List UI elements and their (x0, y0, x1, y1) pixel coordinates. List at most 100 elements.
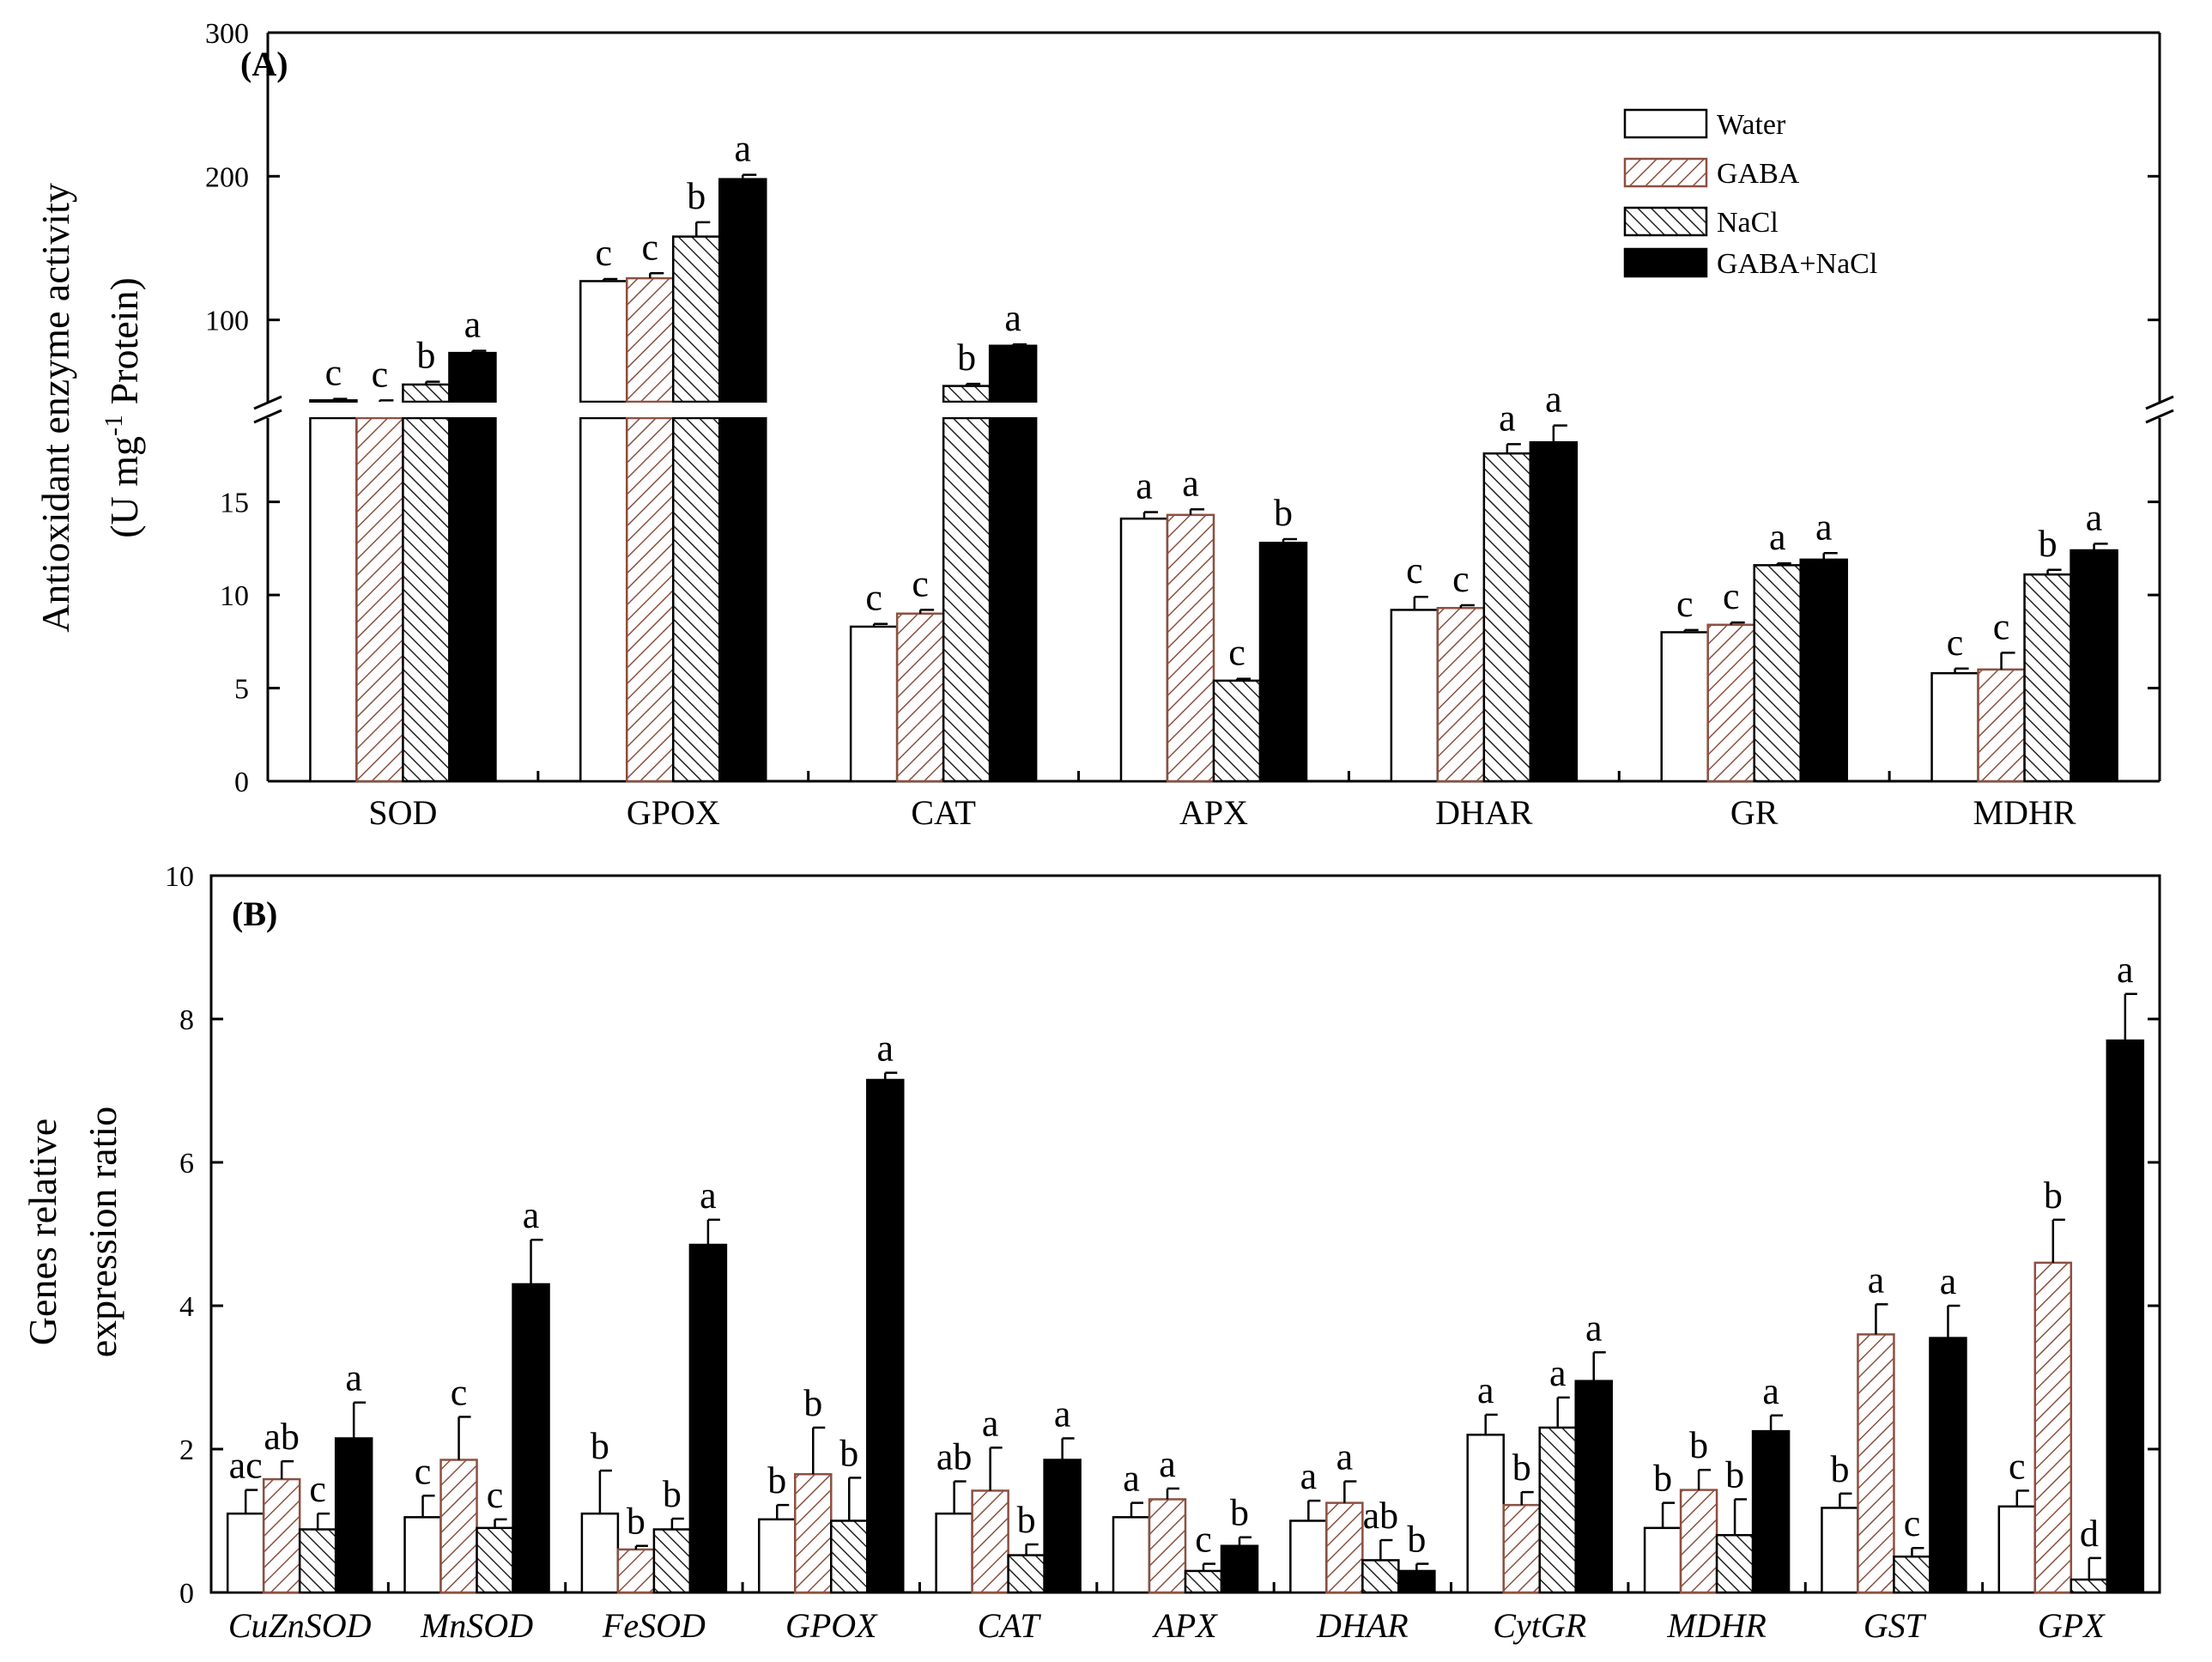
sig-letter-b: a (1549, 1352, 1567, 1394)
panel-b-category-gpox: GPOX (785, 1606, 878, 1645)
sig-letter-a: a (1004, 297, 1021, 339)
axis-break-right (2145, 395, 2174, 424)
bar-a-gr-gaba-nacl (1799, 558, 1848, 783)
bar-a-gpox-water (579, 280, 628, 403)
bar-b-cuznsod-gaba-nacl (334, 1437, 373, 1594)
bar-a-cat-gaba-nacl (988, 344, 1038, 403)
bar-a-cat-gaba (895, 612, 945, 783)
sig-letter-a: b (2039, 523, 2057, 565)
bar-b-cuznsod-nacl (298, 1528, 337, 1594)
panel-b-ylabel-line2: expression ratio (81, 1107, 124, 1358)
sig-letter-a: b (687, 175, 706, 217)
sig-letter-b: a (1940, 1260, 1957, 1302)
legend-label-gaba: GABA (1717, 158, 1800, 190)
panel-b-category-cytgr: CytGR (1493, 1606, 1586, 1645)
bar-a-break-gap (672, 403, 721, 417)
sig-letter-a: c (912, 562, 929, 604)
sig-letter-b: c (1195, 1519, 1212, 1561)
sig-letter-a: b (416, 335, 435, 377)
bar-a-gpox-gaba-nacl-lower (718, 416, 767, 783)
panel-a-category-dhar: DHAR (1435, 793, 1533, 832)
panel-b-y-ticks: 0 2 4 6 8 10 (165, 861, 2160, 1610)
legend: Water GABA NaCl GABA+NaCl (1623, 108, 1877, 280)
bar-a-sod-gaba-lower (355, 416, 404, 783)
bar-a-sod-nacl-lower (402, 416, 451, 783)
bar-a-gpox-gaba-nacl (718, 178, 767, 403)
panel-b-category-apx: APX (1151, 1606, 1218, 1645)
bar-b-apx-gaba (1148, 1498, 1187, 1594)
sig-letter-b: b (767, 1459, 786, 1501)
panel-b-category-dhar: DHAR (1316, 1606, 1409, 1645)
bar-b-gpx-gaba (2033, 1261, 2073, 1594)
bar-a-gr-nacl (1753, 564, 1802, 783)
bar-b-apx-nacl (1184, 1569, 1223, 1594)
bar-a-dhar-nacl (1482, 452, 1532, 783)
bar-a-break-gap (402, 403, 451, 417)
bar-a-gpox-nacl (672, 235, 721, 403)
panel-a-ylabel-line2: (U mg-1 Protein) (100, 277, 146, 538)
bar-b-apx-gaba-nacl (1220, 1544, 1259, 1594)
bar-b-mnsod-water (403, 1516, 442, 1594)
bar-a-mdhr-gaba (1977, 668, 2026, 783)
panel-a-ytick-label: 10 (220, 580, 249, 612)
sig-letter-b: a (1336, 1436, 1354, 1478)
bar-a-apx-gaba (1166, 513, 1215, 783)
bar-a-sod-gaba-nacl (448, 351, 497, 403)
bar-a-break-gap (309, 403, 358, 417)
panel-b-ytick-label: 8 (179, 1004, 194, 1036)
sig-letter-b: b (1230, 1492, 1249, 1534)
bar-a-mdhr-water (1930, 671, 1979, 783)
bar-a-gpox-water-lower (579, 416, 628, 783)
bar-a-mdhr-gaba-nacl (2070, 549, 2118, 783)
panel-b-ytick-label: 6 (179, 1148, 194, 1180)
bar-a-gr-water (1660, 631, 1709, 783)
panel-b-ytick-label: 0 (179, 1578, 194, 1610)
bar-b-mnsod-nacl (476, 1526, 514, 1594)
sig-letter-a: a (1545, 379, 1562, 421)
bar-a-gpox-nacl-lower (672, 416, 721, 783)
sig-letter-b: b (1689, 1424, 1708, 1466)
sig-letter-b: a (345, 1357, 362, 1399)
bar-b-gpx-nacl (2070, 1578, 2109, 1594)
sig-letter-b: b (1017, 1499, 1036, 1541)
bar-b-gst-nacl (1893, 1556, 1931, 1594)
bar-a-break-gap (989, 403, 1038, 417)
panel-b-ylabel-line1: Genes relative (21, 1119, 64, 1345)
bar-a-gpox-gaba (626, 276, 675, 403)
sig-letter-a: c (642, 226, 659, 268)
sig-letter-b: b (839, 1432, 858, 1474)
bar-b-cuznsod-water (226, 1512, 265, 1594)
panel-b: (B) Genes relative expression ratio 0 2 4 6… (21, 861, 2161, 1645)
bar-b-gst-gaba (1857, 1333, 1895, 1594)
panel-b-x-ticks: CuZnSOD MnSOD FeSOD GPOX CAT APX DHAR CytGR MDHR… (228, 1582, 2106, 1645)
bar-b-mdhr-gaba (1679, 1489, 1718, 1594)
sig-letter-a: b (1274, 492, 1293, 534)
sig-letter-b: b (1512, 1447, 1531, 1489)
bar-b-gpx-gaba-nacl (2106, 1039, 2145, 1594)
bar-a-apx-nacl (1212, 679, 1262, 783)
bar-a-mdhr-nacl (2023, 573, 2072, 783)
sig-letter-b: a (700, 1174, 717, 1216)
bar-b-fesod-nacl (652, 1528, 692, 1594)
bar-b-gpox-gaba-nacl (866, 1078, 905, 1594)
bar-b-gpx-water (1997, 1505, 2037, 1594)
bar-a-gpox-gaba-lower (626, 416, 675, 783)
bar-b-mnsod-gaba (439, 1459, 478, 1594)
bar-b-cytgr-nacl (1538, 1426, 1577, 1594)
bar-b-dhar-nacl (1361, 1559, 1400, 1594)
sig-letter-b: a (1300, 1455, 1318, 1497)
sig-letter-a: a (1499, 397, 1516, 439)
sig-letter-b: c (2009, 1445, 2026, 1487)
bar-b-apx-water (1112, 1516, 1151, 1594)
bar-b-mdhr-water (1643, 1526, 1682, 1594)
panel-a-category-gpox: GPOX (627, 793, 720, 832)
bar-b-cat-water (935, 1512, 973, 1594)
panel-a-y-ticks: 0 5 10 15 100 200 300 (205, 18, 2160, 798)
panel-b-category-fesod: FeSOD (602, 1606, 706, 1645)
sig-letter-b: a (1762, 1370, 1779, 1412)
bar-b-cat-gaba (971, 1489, 1009, 1594)
sig-letter-b: a (982, 1402, 999, 1444)
sig-letter-b: a (1477, 1369, 1494, 1411)
sig-letter-a: a (464, 304, 482, 346)
bar-b-gst-gaba-nacl (1929, 1337, 1967, 1594)
